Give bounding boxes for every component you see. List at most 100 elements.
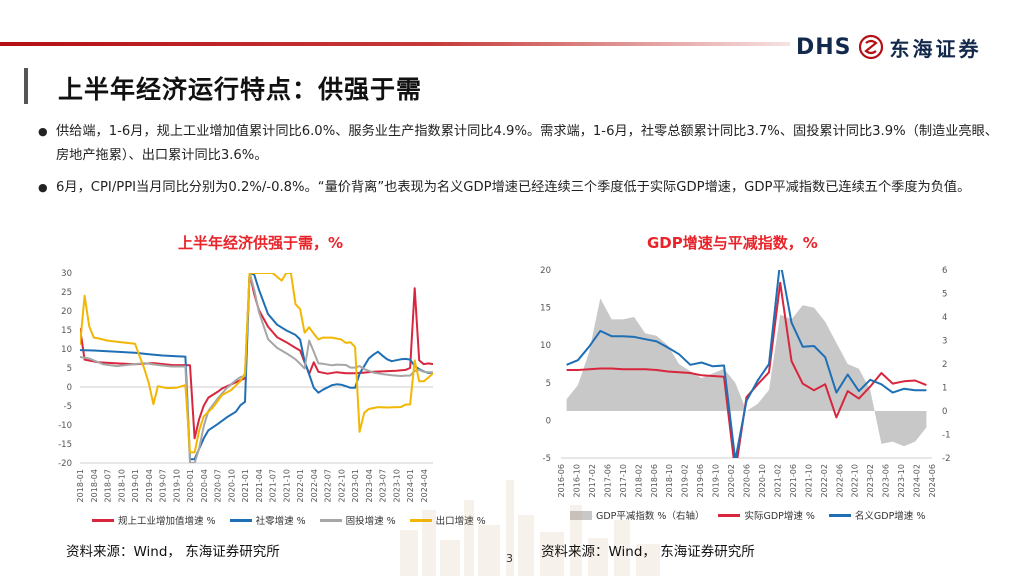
right-source-note: 资料来源：Wind， 东海证券研究所 [541,544,755,560]
legend-label-real-gdp: 实际GDP增速 % [744,511,815,522]
left-x-tick-label: 2022-10 [337,469,346,502]
legend-item-nominal-gdp: 名义GDP增速 % [828,508,925,522]
left-chart-legend: 规上工业增加值增速 % 社零增速 % 固投增速 % 出口增速 % [92,513,500,527]
right-x-tick-label: 2016-06 [557,464,566,497]
right-y2-tick-label: 2 [942,360,947,370]
legend-item-export: 出口增速 % [409,513,486,527]
left-x-tick-label: 2018-01 [76,469,85,502]
right-x-tick-label: 2017-02 [588,464,597,497]
left-series-line-0 [80,273,433,440]
logo-latin-text: DHS [796,34,852,60]
right-x-tick-label: 2023-06 [882,464,891,497]
left-y-tick-label: -5 [64,402,72,412]
right-x-tick-label: 2021-06 [789,464,798,497]
right-y2-tick-label: 5 [942,290,947,300]
right-chart-legend: GDP平减指数 %（右轴） 实际GDP增速 % 名义GDP增速 % [570,508,939,522]
bullet-list: 供给端，1-6月，规上工业增加值累计同比6.0%、服务业生产指数累计同比4.9%… [38,120,998,208]
left-y-tick-label: 30 [61,269,72,279]
city-skyline-watermark [400,480,660,576]
legend-swatch-fai [319,518,342,522]
left-y-tick-label: 10 [61,345,72,355]
right-x-tick-label: 2016-10 [572,464,581,497]
right-chart-title: GDP增速与平减指数，% [647,234,818,252]
left-x-tick-label: 2022-04 [310,469,319,502]
right-x-tick-label: 2024-06 [928,464,937,497]
left-x-tick-label: 2018-04 [90,469,99,502]
left-x-tick-label: 2019-07 [159,469,168,502]
left-x-tick-label: 2020-04 [200,469,209,502]
right-y2-tick-label: -2 [942,454,950,464]
logo-emblem-icon [858,34,883,60]
right-x-tick-label: 2022-06 [835,464,844,497]
legend-label-deflator: GDP平减指数 %（右轴） [596,511,705,522]
left-series-line-2 [80,273,433,463]
legend-item-deflator: GDP平减指数 %（右轴） [570,508,704,522]
right-x-tick-label: 2019-10 [712,464,721,497]
left-y-tick-label: -15 [58,440,72,450]
right-x-tick-label: 2022-10 [851,464,860,497]
left-x-tick-label: 2019-10 [172,469,181,502]
left-x-tick-label: 2019-01 [131,469,140,502]
left-x-tick-label: 2023-04 [365,469,374,502]
left-x-tick-label: 2020-10 [227,469,236,502]
left-x-tick-label: 2018-07 [104,469,113,502]
left-chart-title: 上半年经济供强于需，% [178,234,344,252]
legend-label-fai: 固投增速 % [345,516,396,527]
left-x-tick-label: 2024-01 [406,469,415,502]
right-x-tick-label: 2019-06 [696,464,705,497]
right-x-tick-label: 2023-10 [897,464,906,497]
legend-item-fai: 固投增速 % [319,513,396,527]
left-y-tick-label: 0 [67,383,72,393]
right-y2-tick-label: 1 [942,384,947,394]
right-x-tick-label: 2017-06 [603,464,612,497]
right-x-tick-label: 2020-10 [758,464,767,497]
right-y2-tick-label: -1 [942,431,950,441]
right-x-tick-label: 2017-10 [619,464,628,497]
right-y-tick-label: 15 [540,304,551,314]
right-deflator-area [566,298,927,447]
left-x-tick-label: 2021-10 [282,469,291,502]
legend-label-export: 出口增速 % [435,516,486,527]
right-x-tick-label: 2023-02 [866,464,875,497]
right-x-tick-label: 2019-02 [681,464,690,497]
legend-label-industry: 规上工业增加值增速 % [118,516,216,527]
legend-label-retail: 社零增速 % [255,516,306,527]
legend-item-retail: 社零增速 % [229,513,306,527]
header-accent-line [0,42,790,46]
right-x-tick-label: 2020-06 [743,464,752,497]
legend-swatch-retail [229,518,252,522]
legend-swatch-real-gdp [718,513,741,517]
right-y-tick-label: 0 [546,416,551,426]
right-x-tick-label: 2020-02 [727,464,736,497]
left-source-note: 资料来源：Wind， 东海证券研究所 [66,544,280,560]
right-y2-tick-label: 4 [942,313,947,323]
legend-swatch-nominal-gdp [828,513,851,517]
left-x-tick-label: 2023-07 [379,469,388,502]
company-logo: DHS 东海证券 [796,30,996,64]
left-x-tick-label: 2021-07 [269,469,278,502]
legend-swatch-industry [92,518,114,522]
right-y-tick-label: -5 [543,454,551,464]
right-x-tick-label: 2018-06 [650,464,659,497]
left-x-tick-label: 2020-07 [214,469,223,502]
left-x-tick-label: 2021-04 [255,469,264,502]
bullet-supply-demand: 供给端，1-6月，规上工业增加值累计同比6.0%、服务业生产指数累计同比4.9%… [38,120,998,168]
right-y-tick-label: 10 [540,341,551,351]
legend-item-real-gdp: 实际GDP增速 % [718,508,815,522]
right-x-tick-label: 2018-02 [634,464,643,497]
right-y2-tick-label: 6 [942,266,947,276]
left-y-tick-label: 15 [61,326,72,336]
right-y2-tick-label: 3 [942,337,947,347]
left-y-tick-label: 25 [61,288,72,298]
left-x-tick-label: 2022-01 [296,469,305,502]
logo-cn-text: 东海证券 [889,36,982,61]
right-x-tick-label: 2021-10 [804,464,813,497]
right-y-tick-label: 20 [540,266,551,276]
right-series-line-0 [566,281,927,458]
left-x-tick-label: 2019-04 [145,469,154,502]
left-x-tick-label: 2018-10 [117,469,126,502]
left-y-tick-label: -10 [58,421,72,431]
legend-swatch-deflator [570,510,592,520]
legend-item-industry: 规上工业增加值增速 % [92,513,216,527]
